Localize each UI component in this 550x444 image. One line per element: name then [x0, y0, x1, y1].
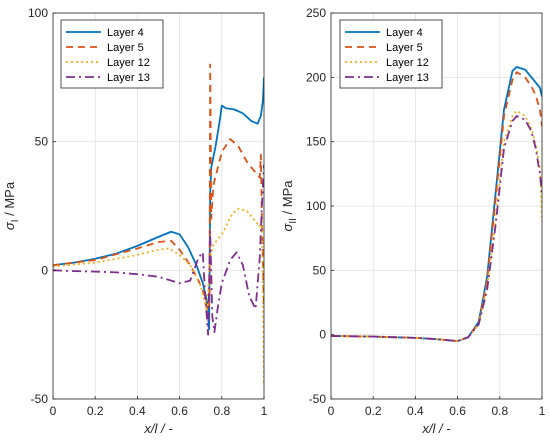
- x-tick-label: 0.6: [449, 404, 466, 418]
- y-tick-label: 250: [306, 6, 326, 20]
- y-tick-label: 50: [35, 135, 49, 149]
- y-tick-label: -50: [31, 392, 49, 406]
- legend-label: Layer 12: [386, 57, 429, 69]
- axes-frame: [52, 12, 265, 400]
- x-axis-label: x/l / -: [143, 421, 173, 436]
- y-label-symbol: σ: [2, 221, 17, 230]
- y-label-symbol: σ: [280, 222, 295, 231]
- legend-label: Layer 13: [386, 72, 429, 84]
- legend-label: Layer 4: [386, 27, 423, 39]
- x-tick-label: 1: [261, 404, 268, 418]
- y-axis-label: σII / MPa: [280, 180, 299, 232]
- y-label-unit: / MPa: [2, 181, 17, 219]
- y-axis-label: σI / MPa: [2, 181, 21, 230]
- series-group: [53, 63, 264, 384]
- x-tick-label: 0.4: [129, 404, 146, 418]
- y-label-subscript: II: [288, 218, 299, 224]
- y-label-subscript: I: [10, 219, 21, 222]
- x-tick-label: 0.6: [171, 404, 188, 418]
- x-tick-label: 1: [539, 404, 546, 418]
- x-tick-label: 0.8: [491, 404, 508, 418]
- y-tick-label: 0: [41, 263, 48, 277]
- y-label-unit: / MPa: [280, 180, 295, 218]
- y-tick-label: 0: [319, 328, 326, 342]
- x-tick-label: 0.4: [407, 404, 424, 418]
- y-tick-label: 50: [313, 263, 327, 277]
- series-line-layer-13: [53, 164, 264, 336]
- x-tick-label: 0.2: [365, 404, 382, 418]
- legend-label: Layer 5: [107, 42, 144, 54]
- series-line-layer-12: [53, 207, 264, 384]
- x-tick-label: 0: [50, 404, 57, 418]
- series-line-layer-13: [331, 115, 542, 342]
- legend-label: Layer 12: [107, 57, 150, 69]
- x-tick-label: 0: [328, 404, 335, 418]
- legend-label: Layer 4: [107, 27, 144, 39]
- x-tick-label: 0.2: [87, 404, 104, 418]
- y-tick-label: 100: [28, 6, 48, 20]
- y-tick-label: 150: [306, 135, 326, 149]
- x-tick-label: 0.8: [213, 404, 230, 418]
- legend: Layer 4 Layer 5 Layer 12 Layer 13: [339, 19, 443, 89]
- legend-label: Layer 5: [386, 42, 423, 54]
- series-group: [331, 66, 542, 342]
- y-tick-label: 200: [306, 70, 326, 84]
- series-line-layer-5: [53, 63, 264, 318]
- legend: Layer 4 Layer 5 Layer 12 Layer 13: [60, 19, 164, 89]
- y-tick-label: -50: [309, 392, 327, 406]
- x-axis-label: x/l / -: [421, 421, 451, 436]
- y-tick-label: 100: [306, 199, 326, 213]
- legend-label: Layer 13: [107, 72, 150, 84]
